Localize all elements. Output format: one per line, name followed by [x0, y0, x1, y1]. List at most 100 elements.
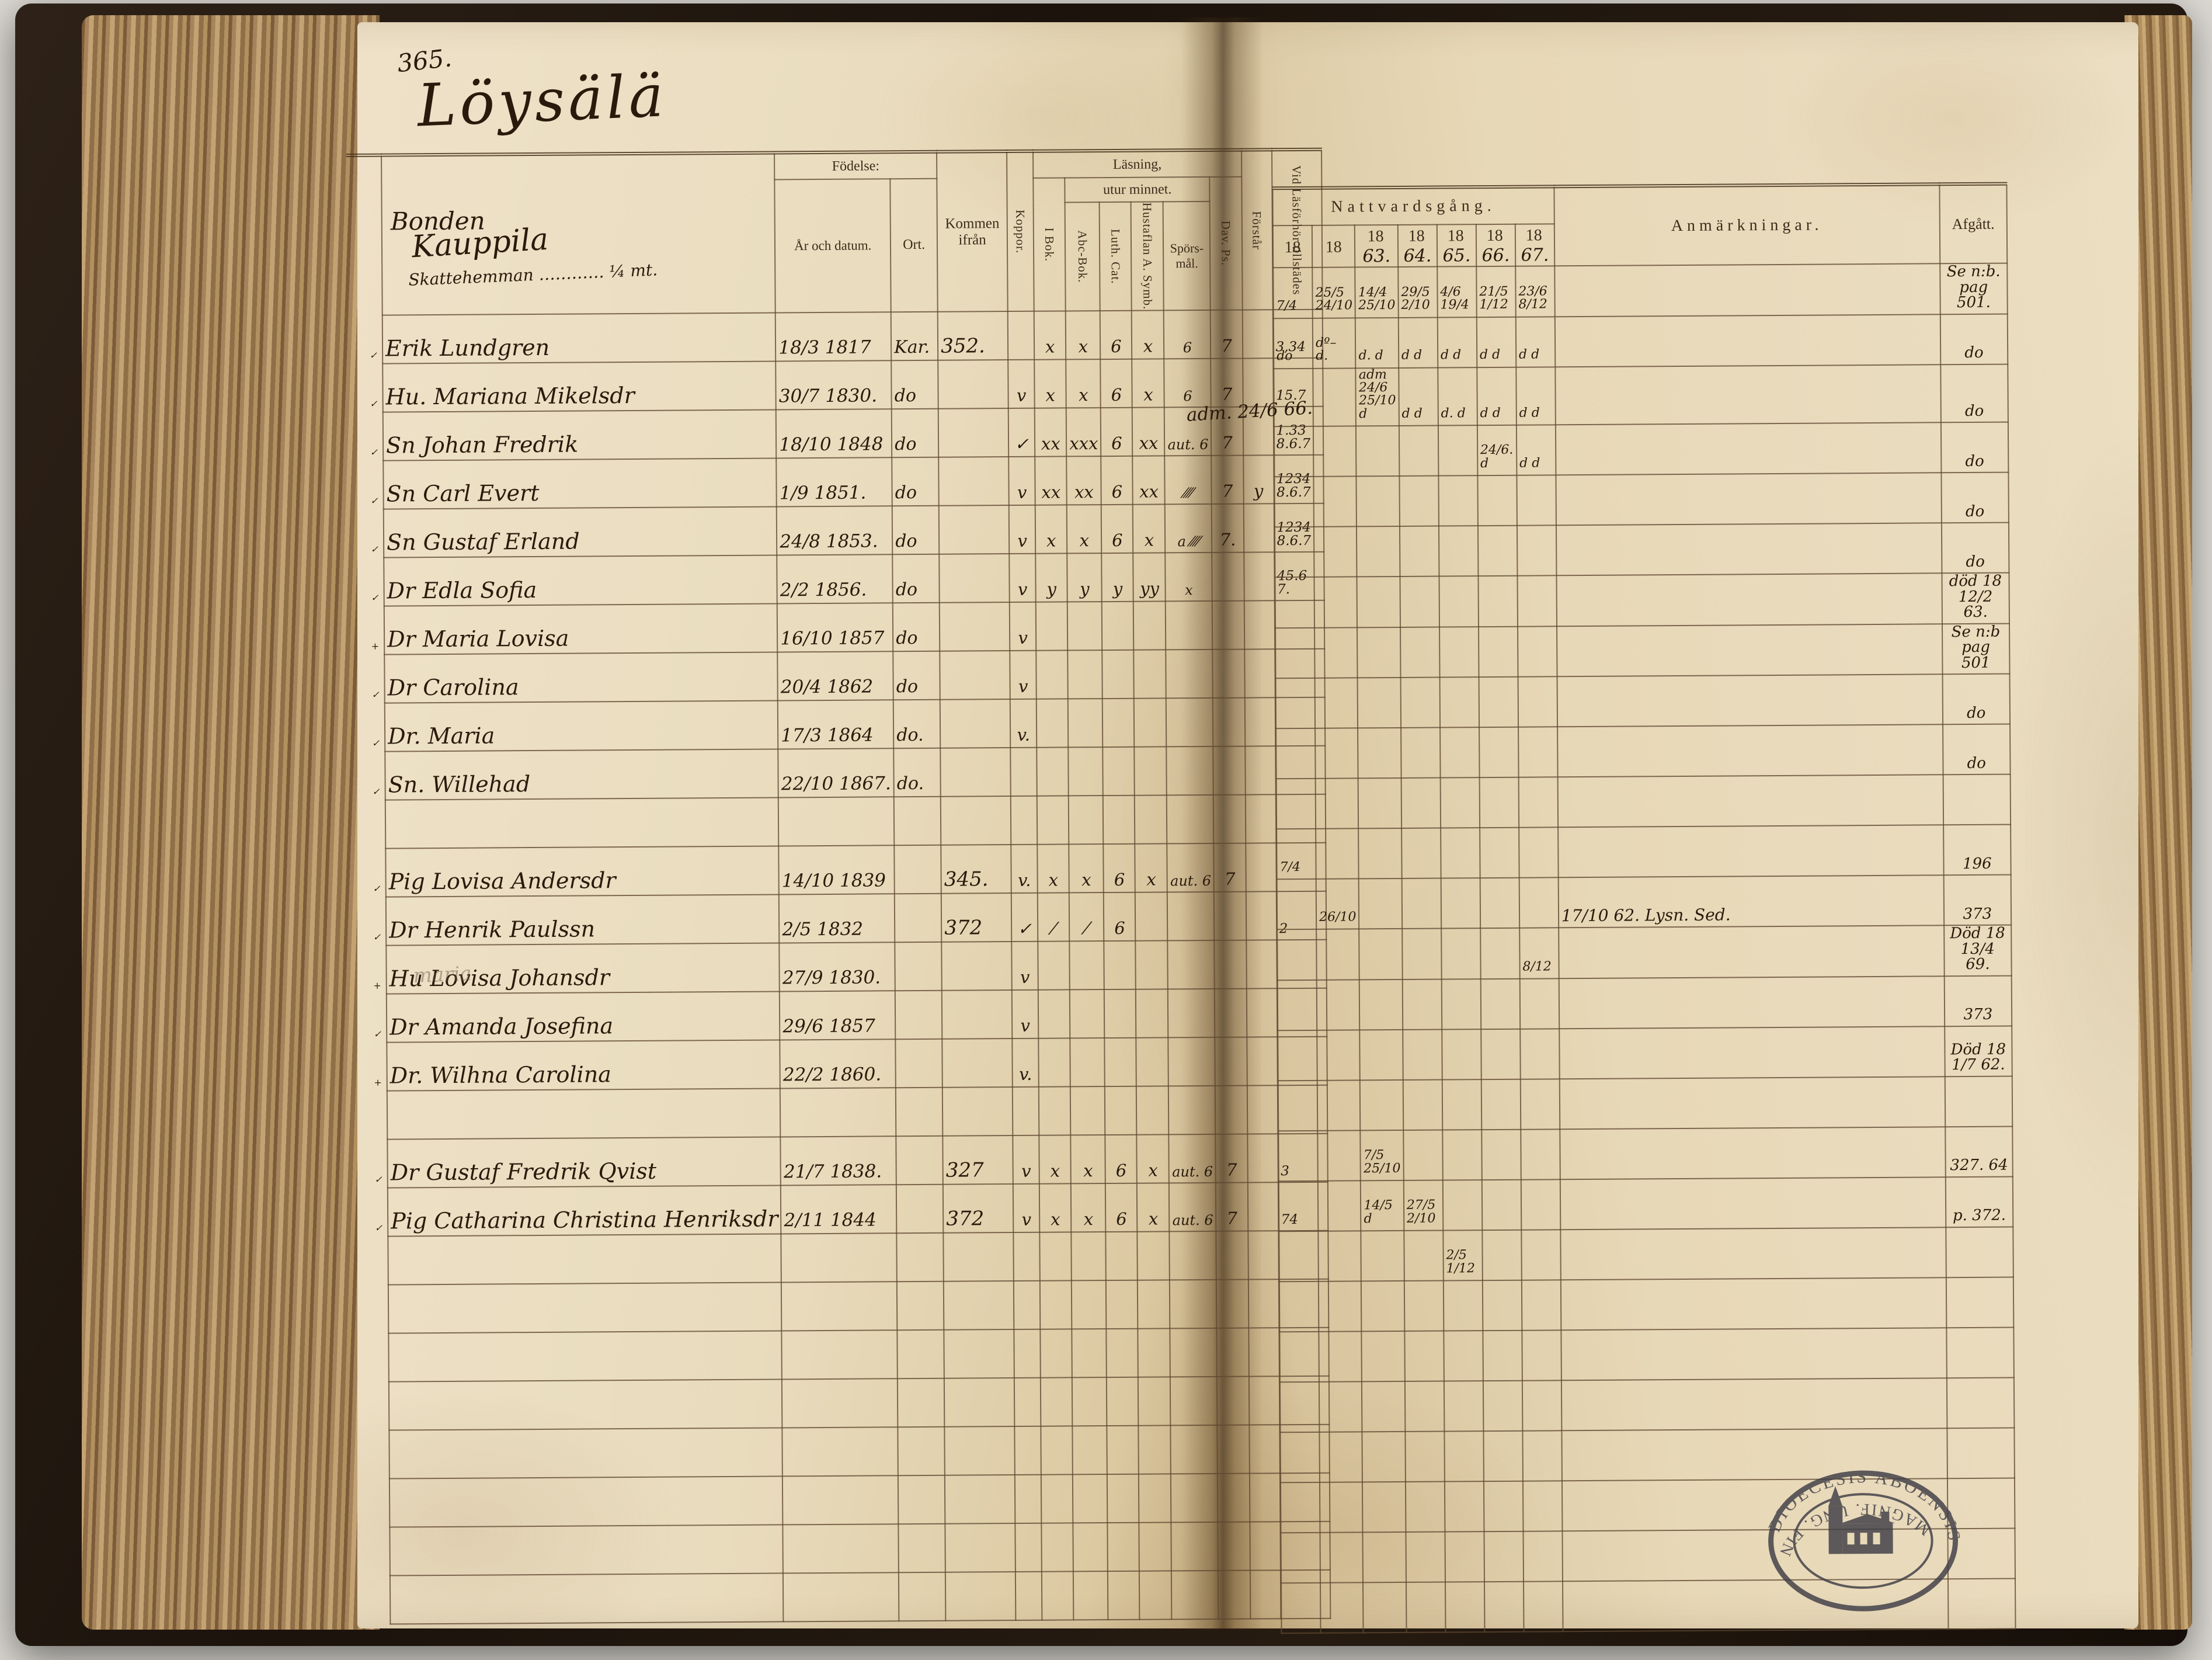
communion-mark — [1441, 929, 1481, 980]
hustavla-mark — [1138, 1377, 1171, 1425]
communion-mark — [1358, 778, 1401, 828]
remark — [1555, 314, 1941, 367]
communion-mark — [1440, 728, 1480, 778]
pencil-note: maria — [413, 962, 472, 988]
abc-book-mark — [1073, 1474, 1108, 1523]
communion-mark — [1317, 980, 1360, 1030]
davids-psalms-mark — [1217, 1328, 1249, 1376]
sporsmal-mark — [1167, 892, 1215, 940]
sporsmal-mark — [1168, 1037, 1216, 1086]
abc-book-mark — [1070, 1086, 1105, 1135]
abc-book-mark — [1070, 989, 1105, 1038]
comprehension-mark — [1246, 988, 1277, 1037]
communion-mark — [1484, 1481, 1524, 1531]
in-book-mark — [1041, 1474, 1073, 1523]
in-book-mark — [1039, 1086, 1071, 1135]
communion-mark — [1317, 1130, 1361, 1180]
abc-book-mark — [1067, 650, 1102, 699]
birth-date: 27/9 1830. — [780, 942, 895, 991]
communion-year-header: 18 66. — [1476, 224, 1515, 266]
birth-place: do — [892, 505, 940, 554]
member-check-mark: ✓ — [352, 1139, 388, 1187]
in-book-mark — [1038, 989, 1070, 1038]
in-book-mark — [1036, 602, 1068, 650]
in-book-mark — [1041, 1377, 1073, 1426]
comprehension-mark — [1250, 1522, 1281, 1570]
table-row — [353, 1230, 1328, 1284]
birth-place — [895, 942, 942, 990]
communion-mark — [1399, 426, 1439, 476]
luther-catechism-mark: 6 — [1105, 1134, 1138, 1183]
comprehension-mark — [1249, 1473, 1280, 1522]
table-row — [1279, 1277, 2013, 1332]
member-name: Dr Amanda Josefina — [387, 991, 780, 1042]
communion-mark — [1517, 576, 1557, 627]
year-printed-part: 18 — [1326, 238, 1342, 256]
davids-psalms-mark — [1218, 1570, 1250, 1619]
in-book-mark — [1039, 1232, 1072, 1280]
communion-mark — [1319, 1331, 1362, 1381]
smallpox-mark: ✓ — [1008, 408, 1035, 456]
birth-date: 30/7 1830. — [775, 360, 891, 409]
came-from-ref — [941, 796, 1011, 845]
birth-place — [894, 796, 941, 845]
communion-mark — [1405, 1431, 1445, 1481]
birth-date: 2/5 1832 — [779, 894, 895, 943]
communion-mark — [1316, 929, 1359, 980]
communion-mark: 27/5 2/10 — [1404, 1180, 1444, 1230]
communion-mark — [1518, 727, 1558, 777]
communion-mark — [1439, 576, 1479, 627]
sporsmal-mark: aut. 6 — [1169, 1183, 1216, 1231]
hustavla-mark: x — [1137, 1134, 1170, 1183]
came-from-ref: 345. — [941, 845, 1011, 894]
birth-date: 2/2 1856. — [777, 554, 892, 603]
communion-mark — [1480, 928, 1520, 979]
communion-mark — [1319, 1432, 1362, 1482]
smallpox-mark — [1013, 1086, 1039, 1135]
departure-note: do — [1940, 314, 2008, 364]
birth-place — [896, 1184, 944, 1232]
communion-mark — [1318, 1180, 1361, 1231]
table-row — [350, 794, 1326, 848]
table-row — [354, 1473, 1330, 1527]
communion-mark — [1400, 627, 1440, 678]
communion-mark — [1403, 979, 1442, 1029]
abc-book-mark — [1073, 1426, 1108, 1474]
communion-mark — [1279, 1332, 1319, 1382]
communion-mark — [1402, 929, 1442, 980]
communion-mark — [1438, 475, 1478, 526]
hustavla-mark: yy — [1133, 553, 1166, 601]
communion-mark — [1320, 1532, 1363, 1582]
davids-psalms-mark — [1217, 1376, 1249, 1425]
member-name: Dr Henrik Paulssn — [386, 894, 780, 945]
smallpox-mark: v — [1008, 456, 1035, 505]
communion-mark — [1406, 1531, 1445, 1582]
communion-mark — [1524, 1581, 1563, 1631]
communion-mark — [1275, 628, 1315, 679]
communion-mark — [1442, 1029, 1481, 1079]
communion-mark — [1480, 878, 1519, 928]
communion-mark — [1281, 1482, 1320, 1533]
birth-date: 21/7 1838. — [781, 1136, 896, 1185]
communion-mark — [1360, 1030, 1403, 1080]
in-book-mark — [1037, 796, 1069, 844]
comprehension-mark — [1244, 600, 1275, 649]
remark — [1560, 1227, 1946, 1280]
communion-mark — [1518, 626, 1557, 677]
communion-mark — [1317, 1080, 1361, 1130]
communion-mark — [1480, 828, 1519, 878]
departure-note — [1946, 1227, 2013, 1277]
table-row — [353, 1327, 1328, 1381]
sporsmal-mark: 6 — [1164, 359, 1212, 407]
birth-place: do. — [893, 699, 941, 748]
comprehension-mark — [1244, 697, 1275, 746]
birth-date — [783, 1572, 899, 1621]
luther-catechism-mark: y — [1102, 553, 1134, 601]
communion-mark — [1403, 1029, 1442, 1079]
came-from-ref: 372 — [943, 1184, 1014, 1233]
